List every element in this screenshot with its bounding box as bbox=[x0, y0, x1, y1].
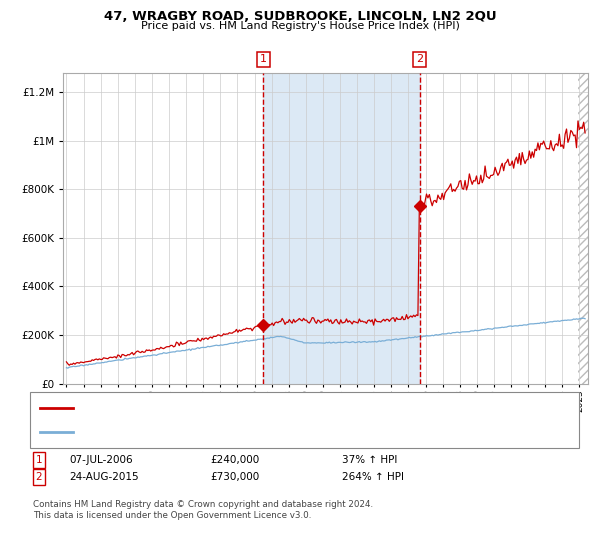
Bar bbox=[578, 73, 588, 384]
Text: 264% ↑ HPI: 264% ↑ HPI bbox=[342, 472, 404, 482]
Text: £730,000: £730,000 bbox=[210, 472, 259, 482]
Text: 24-AUG-2015: 24-AUG-2015 bbox=[69, 472, 139, 482]
Text: 1: 1 bbox=[260, 54, 267, 64]
Text: Price paid vs. HM Land Registry's House Price Index (HPI): Price paid vs. HM Land Registry's House … bbox=[140, 21, 460, 31]
Text: 07-JUL-2006: 07-JUL-2006 bbox=[69, 455, 133, 465]
Text: 1: 1 bbox=[35, 455, 43, 465]
Text: 2: 2 bbox=[35, 472, 43, 482]
Bar bbox=[263, 73, 419, 384]
Bar bbox=[578, 73, 588, 384]
Text: 2: 2 bbox=[416, 54, 423, 64]
Text: 47, WRAGBY ROAD, SUDBROOKE, LINCOLN, LN2 2QU (detached house): 47, WRAGBY ROAD, SUDBROOKE, LINCOLN, LN2… bbox=[80, 403, 436, 413]
Text: HPI: Average price, detached house, West Lindsey: HPI: Average price, detached house, West… bbox=[80, 427, 331, 437]
Text: Contains HM Land Registry data © Crown copyright and database right 2024.
This d: Contains HM Land Registry data © Crown c… bbox=[33, 500, 373, 520]
Text: 47, WRAGBY ROAD, SUDBROOKE, LINCOLN, LN2 2QU: 47, WRAGBY ROAD, SUDBROOKE, LINCOLN, LN2… bbox=[104, 10, 496, 23]
Text: 37% ↑ HPI: 37% ↑ HPI bbox=[342, 455, 397, 465]
Text: £240,000: £240,000 bbox=[210, 455, 259, 465]
